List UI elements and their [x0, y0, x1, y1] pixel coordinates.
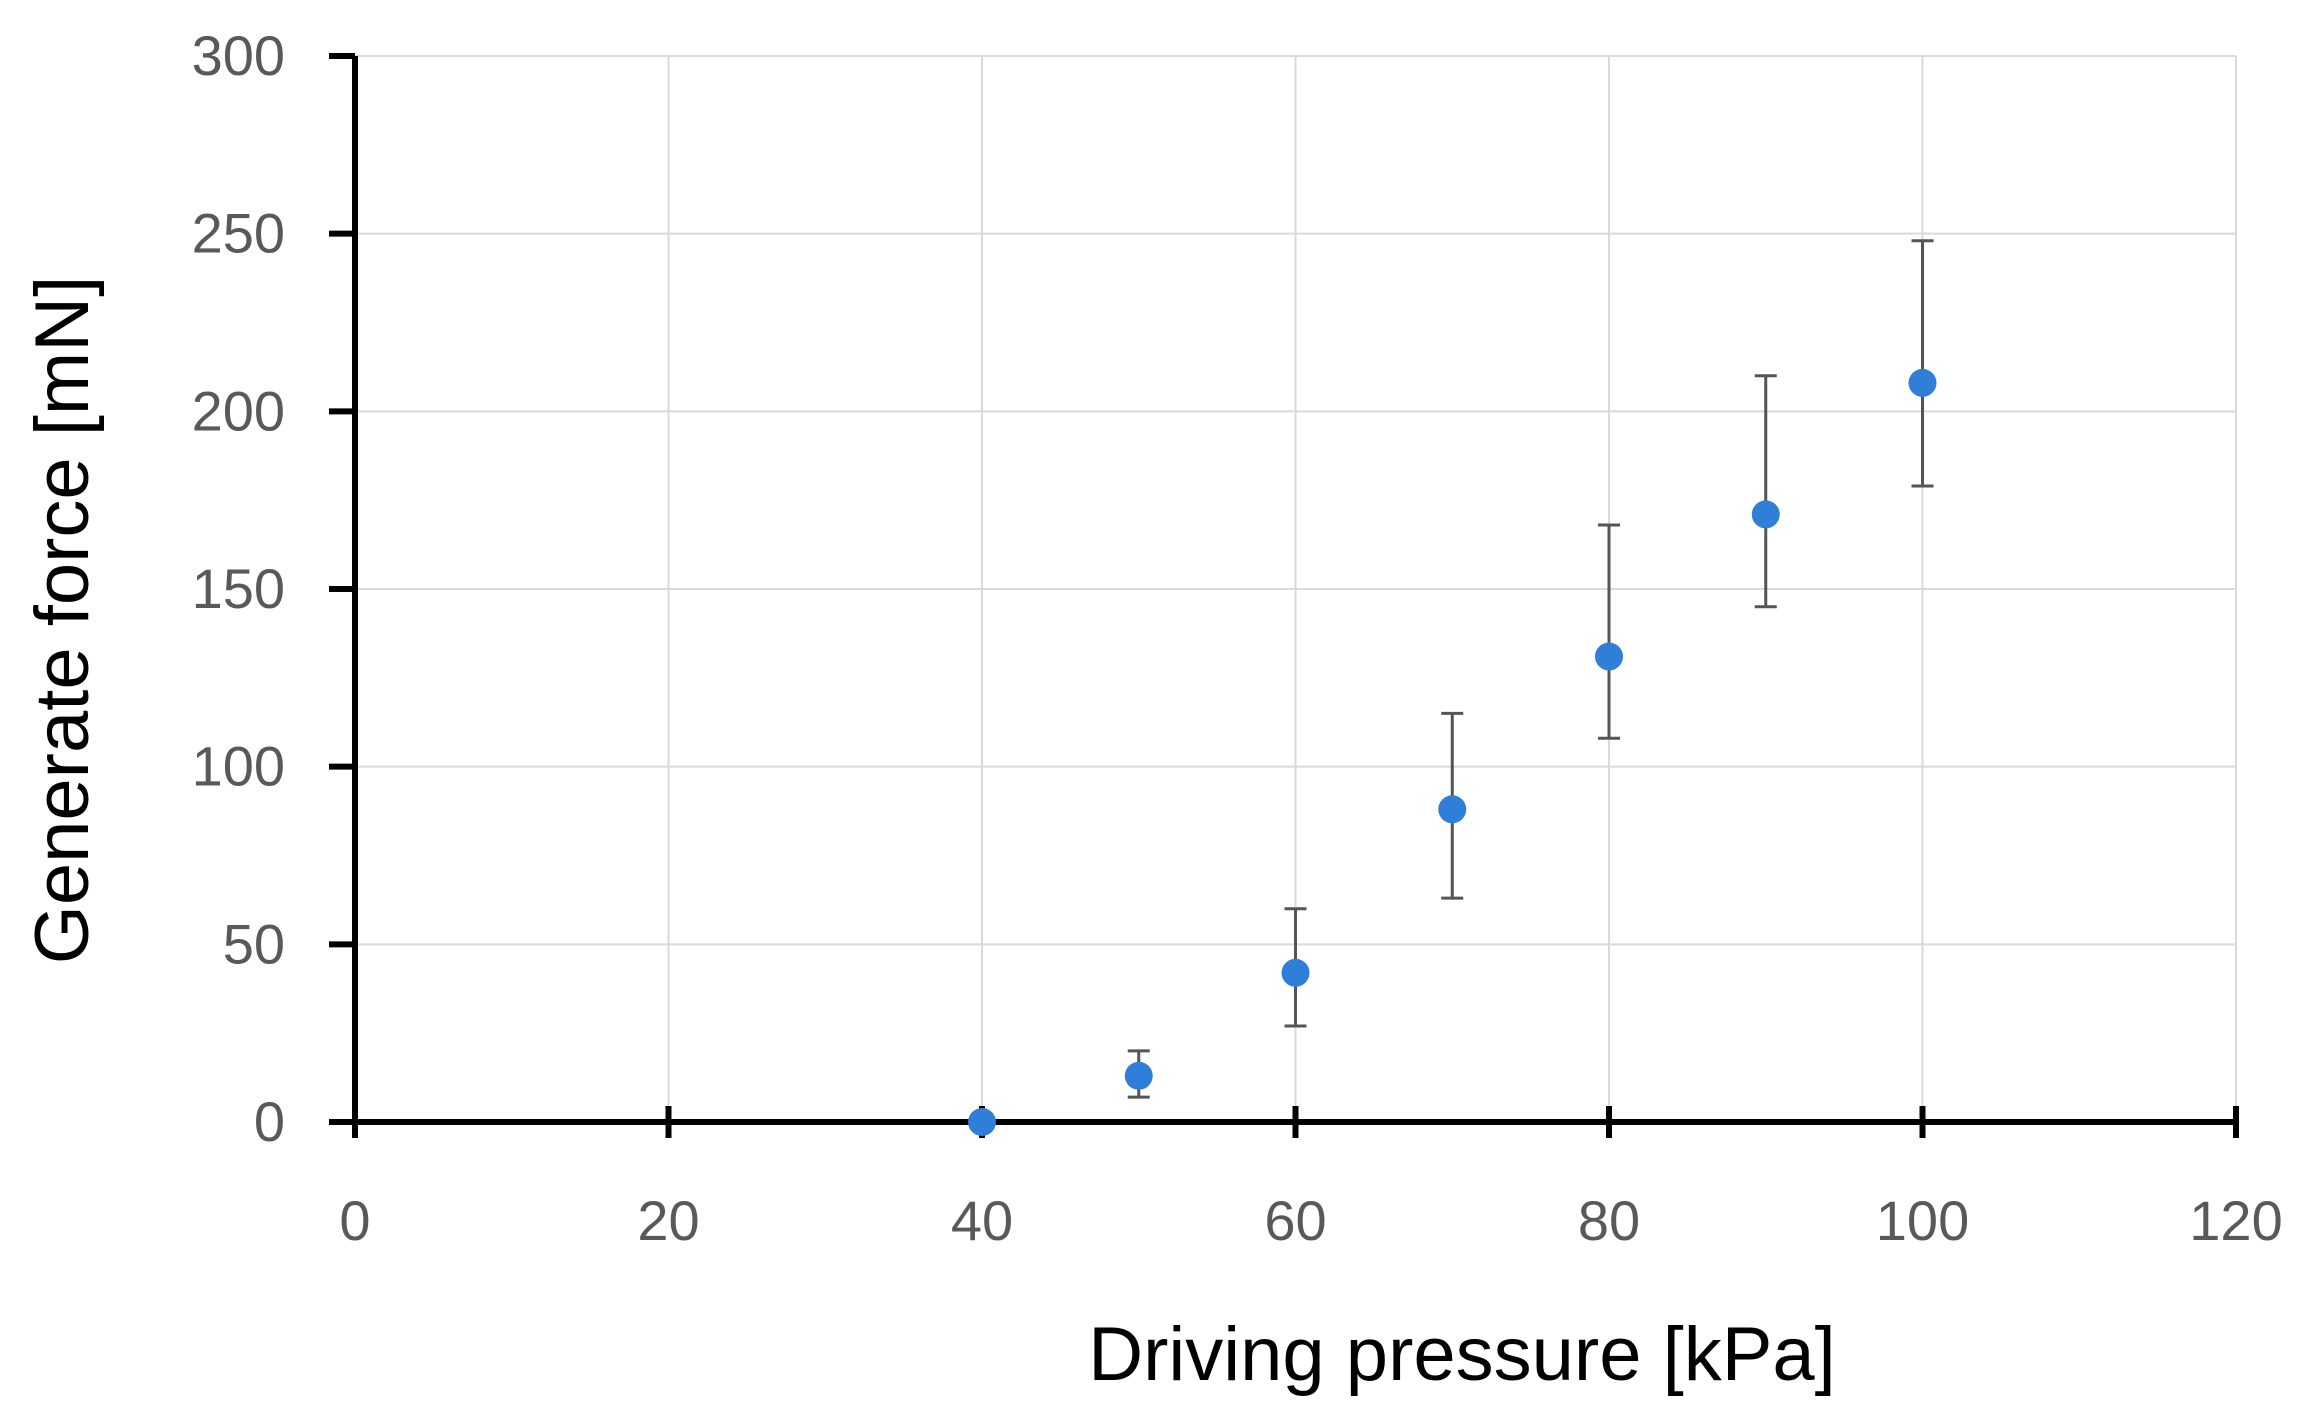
x-tick-label: 100 — [1876, 1189, 1969, 1252]
x-tick-label: 120 — [2189, 1189, 2282, 1252]
x-tick-label: 80 — [1578, 1189, 1640, 1252]
y-tick-label: 200 — [192, 379, 285, 442]
error-bar — [1911, 239, 1934, 488]
x-axis-ticks: 0 20 40 60 80 100 120 — [339, 1106, 2283, 1252]
data-point — [1438, 795, 1467, 824]
data-point — [1908, 368, 1937, 397]
error-bar — [1598, 523, 1620, 740]
data-point — [1124, 1061, 1153, 1090]
x-tick-label: 20 — [637, 1189, 699, 1252]
y-tick-label: 100 — [192, 735, 285, 798]
error-bars — [1127, 239, 1934, 1099]
x-axis-title: Driving pressure [kPa] — [1088, 1312, 1836, 1397]
data-point — [968, 1108, 996, 1136]
x-tick-label: 40 — [951, 1189, 1013, 1252]
y-tick-label: 0 — [254, 1090, 285, 1153]
y-axis-title: Generate force [mN] — [20, 276, 105, 965]
error-bar — [1754, 374, 1777, 609]
y-tick-label: 300 — [192, 24, 285, 87]
y-tick-label: 250 — [192, 202, 285, 265]
y-tick-label: 50 — [223, 912, 285, 975]
y-tick-label: 150 — [192, 557, 285, 620]
x-tick-label: 0 — [339, 1189, 370, 1252]
y-axis-ticks: 0 50 100 150 200 250 300 — [192, 24, 355, 1153]
data-point — [1595, 642, 1623, 671]
data-point — [1751, 500, 1780, 529]
data-points — [968, 368, 1937, 1136]
data-point — [1281, 958, 1310, 987]
x-tick-label: 60 — [1264, 1189, 1326, 1252]
